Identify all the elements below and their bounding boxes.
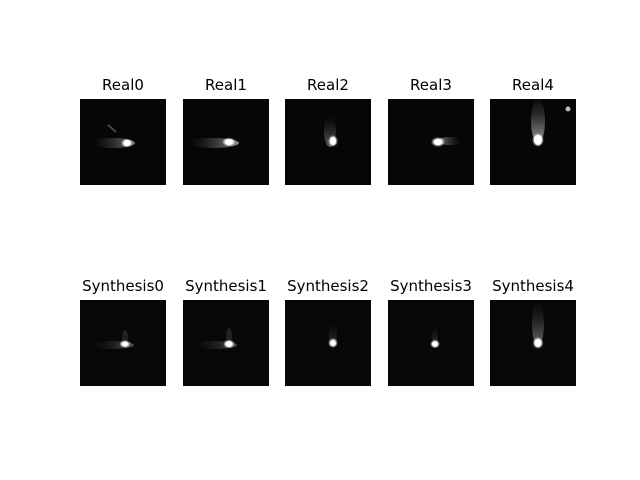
panel-title: Real2 — [307, 76, 349, 94]
panel-title: Real0 — [102, 76, 144, 94]
grayscale-image — [490, 300, 576, 386]
grayscale-image — [388, 300, 474, 386]
grayscale-image — [80, 99, 166, 185]
grayscale-image — [183, 99, 269, 185]
grayscale-image — [285, 99, 371, 185]
panel-title: Real4 — [512, 76, 554, 94]
panel-title: Synthesis1 — [185, 277, 267, 295]
panel-title: Synthesis3 — [390, 277, 472, 295]
grayscale-image — [285, 300, 371, 386]
panel-title: Real1 — [205, 76, 247, 94]
panel-title: Synthesis2 — [287, 277, 369, 295]
grayscale-image — [183, 300, 269, 386]
grayscale-image — [388, 99, 474, 185]
panel-title: Real3 — [410, 76, 452, 94]
panel-title: Synthesis0 — [82, 277, 164, 295]
grayscale-image — [490, 99, 576, 185]
grayscale-image — [80, 300, 166, 386]
panel-title: Synthesis4 — [492, 277, 574, 295]
